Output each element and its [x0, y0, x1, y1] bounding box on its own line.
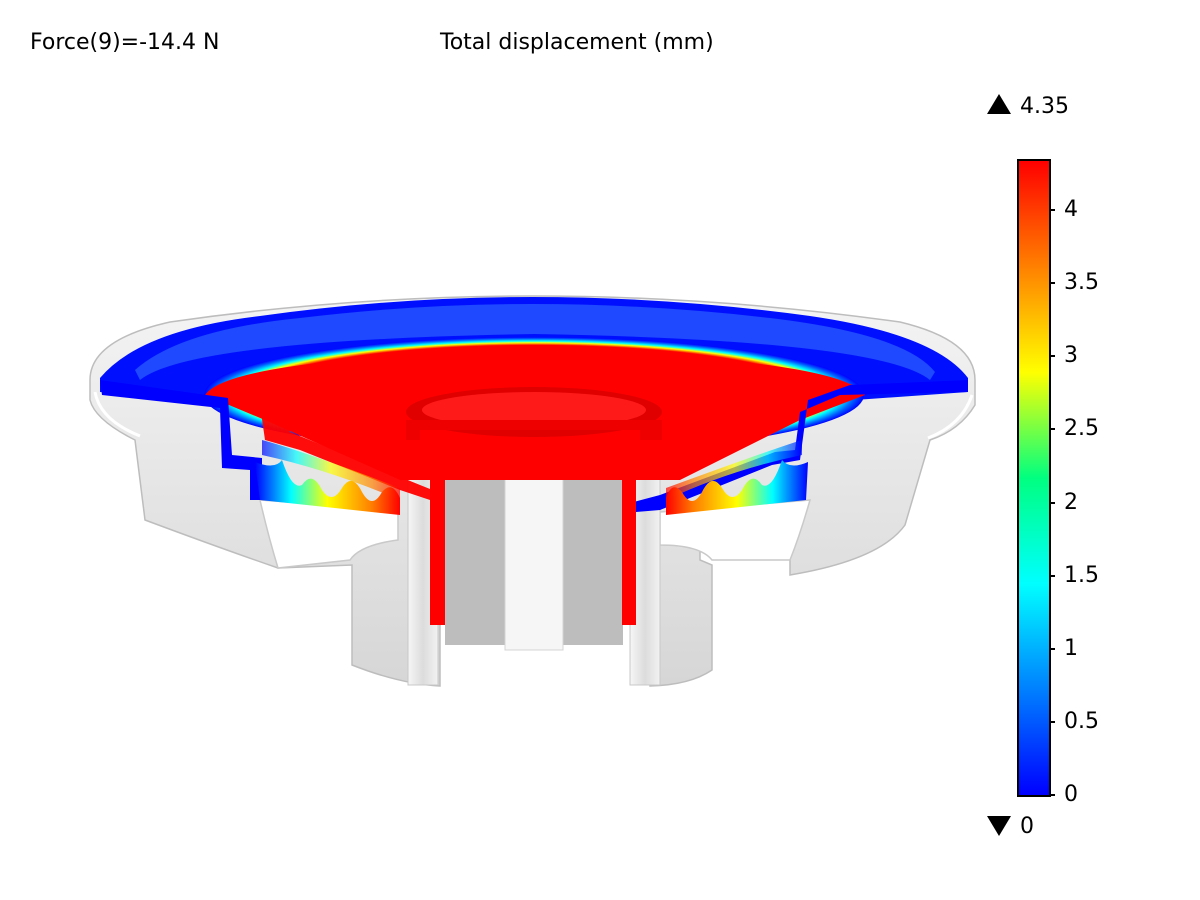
colorbar: [1017, 159, 1051, 797]
colorbar-tick-label: 3.5: [1064, 270, 1099, 296]
colorbar-tick-mark: [1049, 428, 1055, 431]
colorbar-tick-mark: [1049, 282, 1055, 285]
colorbar-tick-mark: [1049, 794, 1055, 796]
colorbar-tick-mark: [1049, 720, 1055, 723]
colorbar-tick-label: 2: [1064, 489, 1078, 515]
colorbar-tick-mark: [1049, 647, 1055, 650]
colorbar-tick-label: 3: [1064, 343, 1078, 369]
colorbar-ticks: 0 0.5 1 1.5 2 2.5 3 3.5 4: [1049, 159, 1109, 807]
colorbar-tick-label: 2.5: [1064, 416, 1099, 442]
colorbar-tick-label: 0: [1064, 782, 1078, 807]
membrane: [100, 297, 968, 625]
colorbar-tick-mark: [1049, 501, 1055, 504]
colorbar-tick-label: 4: [1064, 197, 1078, 223]
colorbar-max-label: 4.35: [1020, 94, 1069, 119]
colorbar-tick-mark: [1049, 355, 1055, 358]
colorbar-tick-label: 1: [1064, 635, 1078, 661]
colorbar-tick-mark: [1049, 574, 1055, 577]
colorbar-tick-label: 0.5: [1064, 708, 1099, 734]
parameter-label: Force(9)=-14.4 N: [30, 30, 220, 55]
colorbar-tick-mark: [1049, 209, 1055, 212]
down-triangle-icon: [987, 816, 1011, 836]
up-triangle-icon: [987, 94, 1011, 114]
colorbar-min-label: 0: [1020, 814, 1034, 839]
colorbar-tick-label: 1.5: [1064, 562, 1099, 588]
plot-title: Total displacement (mm): [440, 30, 714, 55]
